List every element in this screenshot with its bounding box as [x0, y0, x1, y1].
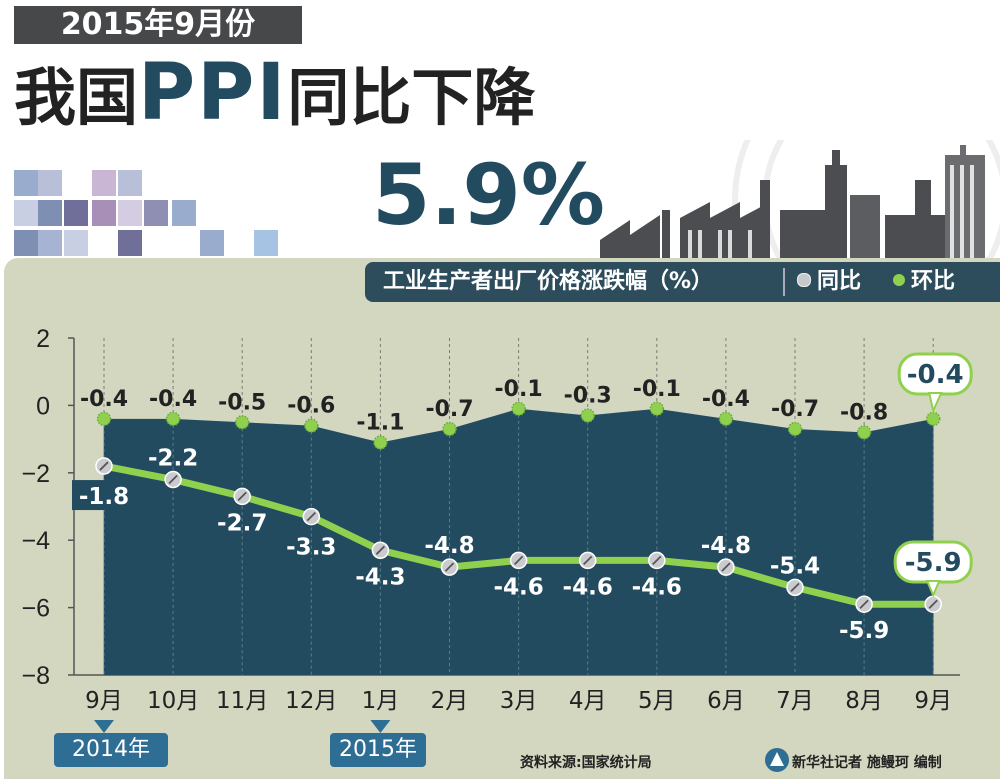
mom-point — [856, 425, 872, 440]
mom-callout-pointer — [927, 392, 943, 415]
yoy-point-slot — [99, 461, 109, 471]
mom-data-label: -0.5 — [218, 390, 266, 415]
yoy-marker-icon — [797, 273, 811, 287]
yoy-data-label: -4.8 — [701, 533, 751, 559]
y-tick-label: −2 — [21, 460, 50, 488]
x-tick-label: 6月 — [707, 688, 745, 714]
x-tick-label: 1月 — [362, 688, 400, 714]
yoy-point-slot — [513, 555, 524, 566]
x-tick-label: 9月 — [85, 688, 123, 714]
x-tick-label: 4月 — [569, 688, 607, 714]
mom-point — [96, 411, 112, 427]
headline: 我国PPI同比下降 — [14, 54, 535, 137]
legend-separator — [783, 268, 785, 296]
yoy-label-bg — [72, 480, 136, 511]
yoy-data-label: -4.8 — [424, 533, 474, 559]
mom-data-label: -1.1 — [356, 410, 404, 435]
y-tick-label: −4 — [21, 527, 50, 555]
legend-yoy-label: 同比 — [817, 269, 862, 294]
mom-data-label: -0.4 — [80, 387, 128, 412]
yoy-point-slot — [168, 474, 178, 485]
x-tick-label: 2月 — [431, 688, 469, 714]
yoy-data-label: -2.2 — [148, 446, 198, 472]
yoy-data-label: -5.4 — [770, 553, 820, 579]
legend-item-yoy: 同比 — [797, 262, 861, 302]
headline-ppi: PPI — [138, 48, 288, 138]
yoy-point-slot — [444, 562, 455, 572]
legend-bar: 工业生产者出厂价格涨跌幅（%） 同比 环比 — [365, 262, 1000, 302]
mom-point — [580, 408, 595, 423]
mom-data-label: -0.7 — [425, 397, 473, 422]
mom-point — [442, 421, 457, 437]
credit: 新华社记者 施鳗珂 编制 — [792, 755, 942, 771]
x-tick-label: 3月 — [500, 688, 538, 714]
yoy-data-label: -4.6 — [493, 574, 543, 600]
x-tick-label: 5月 — [638, 688, 676, 714]
mom-data-label: -0.4 — [149, 387, 197, 412]
mom-point — [925, 411, 941, 427]
yoy-callout-pointer — [925, 580, 941, 598]
mom-data-label: -0.8 — [840, 400, 888, 425]
yoy-point-slot — [237, 491, 247, 502]
mom-point — [787, 421, 803, 437]
headline-prefix: 我国 — [14, 61, 139, 134]
headline-value: 5.9% — [372, 146, 605, 244]
yoy-data-label: -4.6 — [563, 574, 613, 600]
chart-title: 工业生产者出厂价格涨跌幅（%） — [383, 269, 714, 294]
mom-point — [165, 411, 181, 427]
yoy-data-label: -1.8 — [79, 484, 129, 510]
yoy-point-slot — [859, 599, 869, 609]
yoy-data-label: -3.3 — [286, 535, 336, 561]
x-tick-label: 8月 — [845, 688, 883, 714]
mom-data-label: -0.4 — [907, 360, 964, 390]
mom-point — [649, 401, 665, 417]
x-tick-label: 11月 — [216, 688, 268, 714]
y-tick-label: 2 — [36, 325, 50, 353]
yoy-point-slot — [721, 562, 731, 572]
legend-item-mom: 环比 — [893, 262, 955, 302]
legend-mom-label: 环比 — [911, 269, 956, 294]
yoy-data-label: -5.9 — [839, 618, 889, 644]
y-tick-label: −6 — [21, 595, 50, 623]
year-pointer-2015 — [370, 720, 391, 733]
yoy-point-slot — [928, 599, 938, 609]
mom-data-label: -0.1 — [633, 377, 681, 402]
mom-data-label: -0.1 — [495, 377, 543, 402]
yoy-data-label: -4.6 — [632, 574, 682, 600]
date-banner: 2015年9月份 — [14, 6, 302, 44]
x-tick-label: 12月 — [285, 688, 337, 714]
yoy-point-slot — [652, 555, 662, 566]
mom-data-label: -0.6 — [287, 394, 335, 419]
yoy-data-label: -2.7 — [217, 510, 267, 536]
data-source: 资料来源:国家统计局 — [520, 755, 652, 771]
yoy-point-slot — [375, 545, 386, 555]
y-tick-label: −8 — [21, 662, 50, 690]
x-tick-label: 7月 — [776, 688, 814, 714]
mom-point — [304, 418, 319, 433]
mom-point — [234, 415, 250, 430]
xinhua-logo-icon — [765, 748, 789, 772]
decorative-pixel-blocks — [14, 170, 294, 260]
mom-data-label: -0.3 — [564, 384, 612, 409]
x-tick-label: 10月 — [147, 688, 199, 714]
mom-marker-icon — [893, 274, 905, 286]
year-tag-2015: 2015年 — [330, 733, 426, 767]
headline-suffix: 同比下降 — [287, 61, 536, 134]
yoy-data-label: -4.3 — [355, 564, 405, 590]
yoy-point-slot — [583, 555, 593, 566]
mom-point — [373, 435, 388, 450]
mom-point — [511, 401, 526, 417]
yoy-point-slot — [306, 511, 316, 522]
year-pointer-2014 — [94, 720, 114, 733]
year-tag-2014: 2014年 — [54, 733, 168, 767]
mom-data-label: -0.7 — [771, 397, 819, 422]
x-tick-label: 9月 — [914, 688, 952, 714]
yoy-point-slot — [790, 582, 800, 593]
mom-point — [718, 411, 734, 427]
yoy-data-label: -5.9 — [905, 548, 962, 578]
y-tick-label: 0 — [36, 392, 50, 420]
mom-data-label: -0.4 — [702, 387, 750, 412]
